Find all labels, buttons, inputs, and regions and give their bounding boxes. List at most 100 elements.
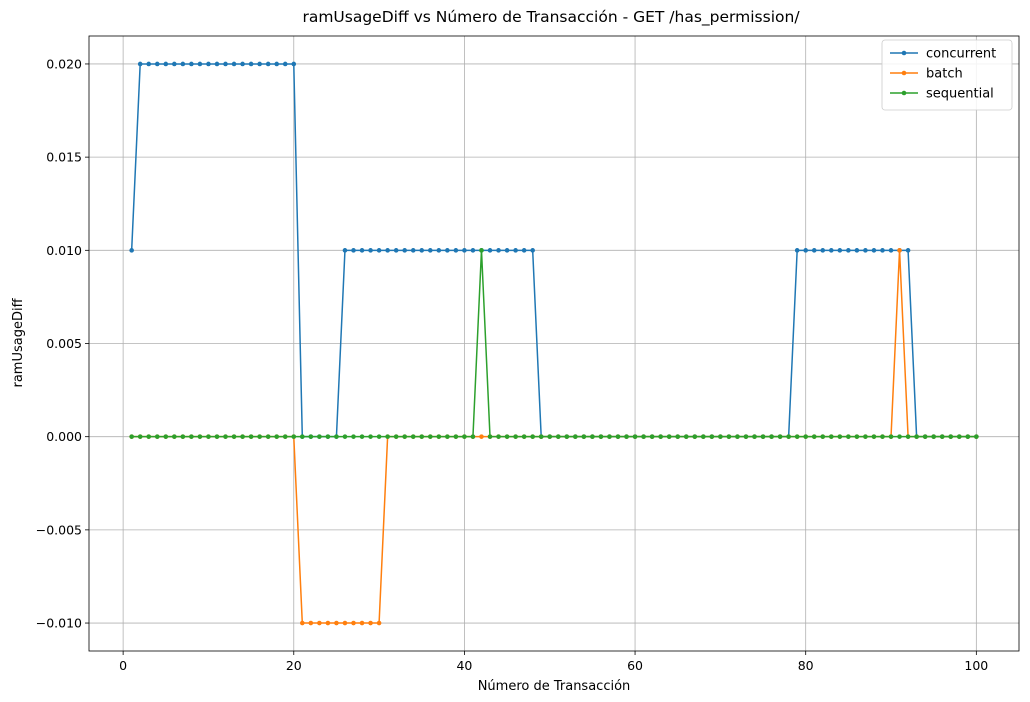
data-point xyxy=(393,248,399,253)
data-point xyxy=(385,434,390,439)
data-point xyxy=(154,61,160,67)
data-point xyxy=(257,61,262,67)
data-point xyxy=(496,248,501,253)
data-point xyxy=(641,434,646,439)
x-tick-label: 80 xyxy=(798,658,814,673)
data-point xyxy=(649,434,655,439)
chart-title: ramUsageDiff vs Número de Transacción - … xyxy=(302,8,800,27)
y-tick-label: 0.010 xyxy=(46,243,82,258)
data-point xyxy=(863,248,868,253)
data-point xyxy=(743,434,749,439)
data-point xyxy=(257,434,262,439)
data-point xyxy=(658,434,663,439)
data-point xyxy=(402,434,407,439)
x-tick-label: 60 xyxy=(627,658,643,673)
data-point xyxy=(410,434,416,439)
data-point xyxy=(385,248,390,253)
data-point xyxy=(265,61,271,67)
data-point xyxy=(786,434,791,439)
data-point xyxy=(240,434,245,439)
legend-marker xyxy=(901,70,907,76)
data-point xyxy=(487,248,493,253)
x-tick-label: 0 xyxy=(119,658,127,673)
data-point xyxy=(794,248,800,253)
legend-item-batch: batch xyxy=(890,67,963,82)
data-point xyxy=(803,248,808,253)
data-point xyxy=(897,434,902,439)
legend-marker xyxy=(901,50,907,56)
data-point xyxy=(914,434,919,439)
data-point xyxy=(351,248,356,253)
data-point xyxy=(189,434,194,439)
data-point xyxy=(308,620,314,626)
data-point xyxy=(504,434,510,439)
data-point xyxy=(427,434,433,439)
data-point xyxy=(342,620,348,626)
data-point xyxy=(769,434,774,439)
data-point xyxy=(692,434,698,439)
data-point xyxy=(248,434,254,439)
data-point xyxy=(282,61,288,67)
data-point xyxy=(846,434,851,439)
data-point xyxy=(274,61,280,67)
data-point xyxy=(598,434,604,439)
data-point xyxy=(931,434,936,439)
data-point xyxy=(675,434,681,439)
data-point xyxy=(573,434,578,439)
data-point xyxy=(965,434,971,439)
data-point xyxy=(172,61,177,67)
data-point xyxy=(726,434,732,439)
data-point xyxy=(308,434,314,439)
data-point xyxy=(581,434,587,439)
data-point xyxy=(317,620,322,626)
y-tick-label: 0.015 xyxy=(46,150,82,165)
data-point xyxy=(197,434,203,439)
data-point xyxy=(180,61,186,67)
data-point xyxy=(479,248,484,253)
data-point xyxy=(820,248,826,253)
data-point xyxy=(376,620,382,626)
x-tick-label: 100 xyxy=(964,658,988,673)
data-point xyxy=(828,434,834,439)
data-point xyxy=(701,434,706,439)
data-point xyxy=(342,434,348,439)
data-point xyxy=(368,620,373,626)
data-point xyxy=(359,248,365,253)
data-point xyxy=(419,248,425,253)
data-point xyxy=(718,434,723,439)
data-point xyxy=(300,620,305,626)
data-point xyxy=(325,434,331,439)
data-point xyxy=(342,248,348,253)
data-point xyxy=(248,61,254,67)
data-point xyxy=(146,434,152,439)
x-tick-label: 40 xyxy=(456,658,472,673)
data-point xyxy=(854,248,860,253)
data-point xyxy=(146,61,152,67)
data-point xyxy=(905,248,911,253)
series-layer xyxy=(129,61,979,626)
plot-area xyxy=(88,35,1020,652)
data-point xyxy=(828,248,834,253)
data-point xyxy=(163,61,169,67)
data-point xyxy=(214,434,220,439)
data-point xyxy=(453,434,459,439)
data-point xyxy=(666,434,672,439)
legend-item-sequential: sequential xyxy=(890,87,994,102)
y-axis-ticks: −0.010 −0.005 0.000 0.005 0.010 0.015 0.020 xyxy=(36,56,89,631)
data-point xyxy=(351,434,356,439)
data-point xyxy=(888,434,894,439)
data-point xyxy=(231,61,237,67)
data-point xyxy=(240,61,245,67)
data-point xyxy=(223,434,228,439)
y-tick-label: −0.010 xyxy=(36,616,82,631)
data-point xyxy=(615,434,621,439)
data-point xyxy=(427,248,433,253)
data-point xyxy=(334,434,339,439)
data-point xyxy=(137,61,143,67)
data-point xyxy=(282,434,288,439)
data-point xyxy=(197,61,203,67)
data-point xyxy=(137,434,143,439)
data-point xyxy=(265,434,271,439)
data-point xyxy=(325,620,331,626)
data-point xyxy=(368,434,373,439)
